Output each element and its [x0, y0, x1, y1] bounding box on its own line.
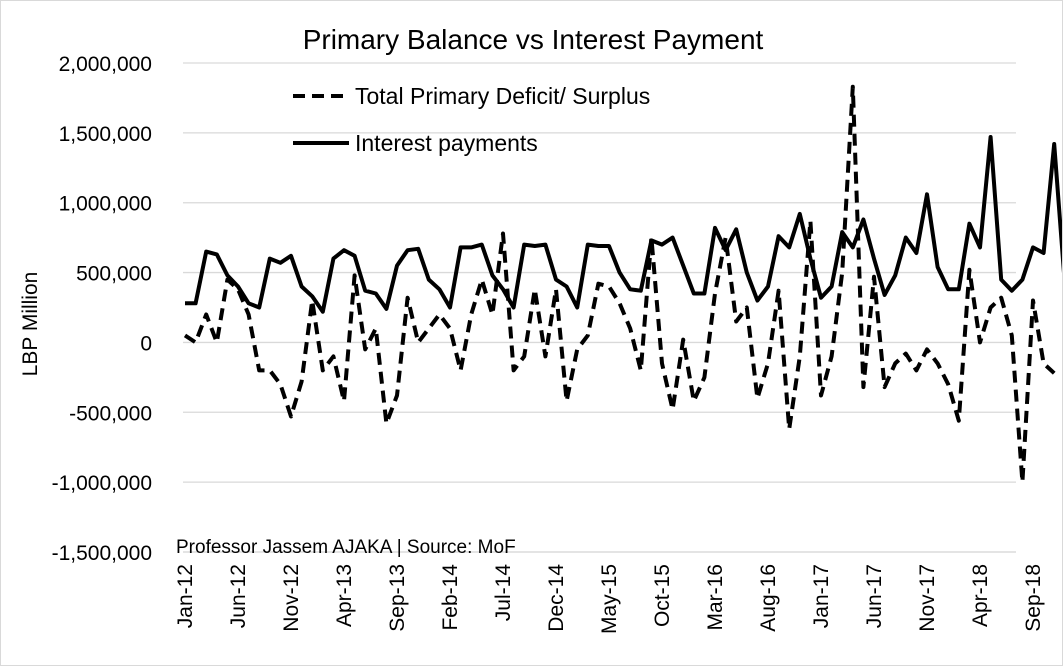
x-tick-label: Jun-12 — [227, 564, 250, 628]
series-lines — [183, 84, 1062, 485]
y-tick-label: 500,000 — [76, 263, 152, 286]
y-axis-ticks: 2,000,000 1,500,000 1,000,000 500,000 0 -500,… — [52, 53, 152, 565]
y-tick-label: -1,500,000 — [52, 542, 152, 565]
y-tick-label: 2,000,000 — [59, 53, 152, 76]
y-tick-label: 0 — [140, 332, 152, 355]
x-tick-label: Feb-14 — [439, 564, 462, 631]
x-tick-label: Nov-12 — [280, 564, 303, 632]
y-tick-label: 1,500,000 — [59, 123, 152, 146]
x-tick-label: Aug-16 — [757, 564, 780, 632]
y-tick-label: -1,000,000 — [52, 472, 152, 495]
x-tick-label: Dec-14 — [545, 564, 568, 632]
x-tick-label: Jan-17 — [810, 564, 833, 628]
x-tick-label: Apr-13 — [333, 564, 356, 627]
legend-label-interest: Interest payments — [355, 130, 538, 156]
x-tick-label: Sep-13 — [386, 564, 409, 632]
y-tick-label: -500,000 — [69, 402, 152, 425]
series-line-primary-deficit — [183, 84, 1056, 485]
gridlines — [183, 62, 1016, 553]
x-tick-label: Jan-12 — [174, 564, 197, 628]
x-tick-label: Oct-15 — [651, 564, 674, 627]
x-tick-label: Mar-16 — [704, 564, 727, 631]
x-tick-label: Jun-17 — [863, 564, 886, 628]
y-tick-label: 1,000,000 — [59, 193, 152, 216]
x-axis-ticks: Jan-12 Jun-12 Nov-12 Apr-13 Sep-13 Feb-14 Jul-… — [174, 564, 1045, 634]
source-credit: Professor Jassem AJAKA | Source: MoF — [176, 537, 516, 558]
x-tick-label: Nov-17 — [916, 564, 939, 632]
x-tick-label: May-15 — [598, 564, 621, 634]
x-tick-label: Sep-18 — [1022, 564, 1045, 632]
x-tick-label: Jul-14 — [492, 564, 515, 622]
chart-title: Primary Balance vs Interest Payment — [303, 24, 764, 55]
series-line-interest-payments — [185, 135, 1062, 314]
x-tick-label: Apr-18 — [969, 564, 992, 627]
legend: Total Primary Deficit/ Surplus Interest … — [293, 83, 650, 156]
y-axis-label: LBP Million — [19, 272, 42, 377]
legend-label-deficit: Total Primary Deficit/ Surplus — [355, 83, 650, 109]
